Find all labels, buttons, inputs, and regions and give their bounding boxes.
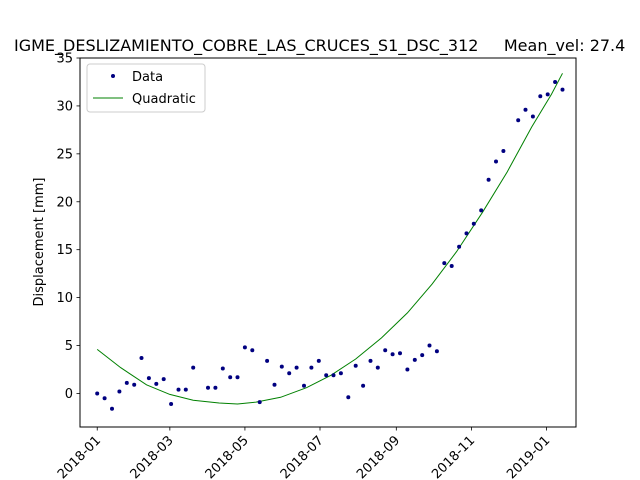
data-point xyxy=(457,244,462,249)
data-point xyxy=(272,382,277,387)
data-point xyxy=(383,348,388,353)
y-axis: 0 5 10 15 20 25 30 35 xyxy=(56,52,80,402)
data-point xyxy=(110,406,114,411)
data-point xyxy=(294,365,299,370)
data-point xyxy=(235,375,240,380)
data-point xyxy=(361,383,366,388)
data-point xyxy=(486,177,491,182)
legend-data-label: Data xyxy=(132,70,163,85)
legend-quadratic-label: Quadratic xyxy=(132,92,196,107)
x-tick-label: 2018-03 xyxy=(128,433,177,480)
data-point xyxy=(523,107,528,112)
y-tick-label: 15 xyxy=(56,243,73,258)
data-point xyxy=(250,348,255,353)
data-point xyxy=(124,380,129,385)
data-point xyxy=(420,353,425,358)
data-point xyxy=(501,149,506,153)
y-tick-label: 10 xyxy=(56,291,73,306)
data-point xyxy=(449,264,454,268)
data-point xyxy=(169,402,174,406)
y-tick-label: 25 xyxy=(56,147,73,162)
quadratic-series xyxy=(96,73,563,405)
x-tick-label: 2018-11 xyxy=(429,433,478,480)
data-point xyxy=(139,356,144,360)
data-point xyxy=(545,92,550,97)
data-point xyxy=(302,383,306,388)
data-point xyxy=(265,358,270,363)
data-point xyxy=(102,396,107,401)
data-point xyxy=(242,345,247,350)
y-tick-label: 5 xyxy=(65,339,73,354)
data-point xyxy=(538,94,543,99)
data-point xyxy=(346,395,351,400)
data-point xyxy=(213,385,218,390)
data-point xyxy=(530,114,535,119)
data-point xyxy=(95,391,100,396)
data-point xyxy=(471,221,476,226)
y-tick-label: 35 xyxy=(56,52,73,67)
data-point xyxy=(560,87,565,92)
data-point xyxy=(464,231,469,236)
x-tick-label: 2018-05 xyxy=(203,433,252,480)
data-point xyxy=(279,364,284,369)
data-point xyxy=(220,366,225,371)
y-tick-label: 20 xyxy=(56,195,73,210)
data-point xyxy=(427,343,432,348)
data-point xyxy=(146,376,151,381)
data-point xyxy=(434,349,439,354)
legend: Data Quadratic xyxy=(86,63,206,113)
legend-box xyxy=(86,63,206,113)
data-point xyxy=(309,365,314,370)
y-tick-label: 30 xyxy=(56,99,73,114)
data-point xyxy=(176,387,181,392)
data-point xyxy=(206,385,210,390)
data-point xyxy=(553,80,558,84)
data-point xyxy=(479,208,484,213)
data-point xyxy=(442,261,447,266)
data-point xyxy=(353,363,358,368)
data-point xyxy=(338,371,343,376)
x-tick-label: 2018-01 xyxy=(55,433,104,480)
data-point xyxy=(405,367,410,372)
data-point xyxy=(324,373,329,378)
chart-title: IGME_DESLIZAMIENTO_COBRE_LAS_CRUCES_S1_D… xyxy=(14,36,625,56)
legend-data-marker xyxy=(111,74,115,78)
data-point xyxy=(375,365,380,370)
data-point xyxy=(316,358,321,363)
data-point xyxy=(161,377,166,382)
data-point xyxy=(516,118,521,123)
data-point xyxy=(398,351,402,356)
y-tick-label: 0 xyxy=(65,387,73,402)
data-point xyxy=(154,381,159,386)
data-point xyxy=(494,159,498,164)
x-tick-label: 2018-09 xyxy=(354,433,403,480)
data-point xyxy=(228,375,233,380)
data-point xyxy=(191,365,196,370)
x-axis: 2018-01 2018-03 2018-05 2018-07 2018-09 2018-… xyxy=(55,427,553,480)
data-point xyxy=(287,371,292,376)
data-point xyxy=(368,358,373,363)
quadratic-fit-line xyxy=(96,73,563,405)
data-point xyxy=(117,389,122,394)
data-point xyxy=(132,382,137,387)
x-tick-label: 2018-07 xyxy=(278,433,327,480)
y-axis-label: Displacement [mm] xyxy=(32,178,47,307)
data-series xyxy=(95,80,565,411)
data-point xyxy=(331,373,336,378)
data-point xyxy=(183,387,188,392)
data-point xyxy=(390,352,395,357)
data-point xyxy=(257,400,262,405)
x-tick-label: 2019-01 xyxy=(504,433,553,480)
data-point xyxy=(412,357,417,362)
plot-frame xyxy=(79,57,577,428)
